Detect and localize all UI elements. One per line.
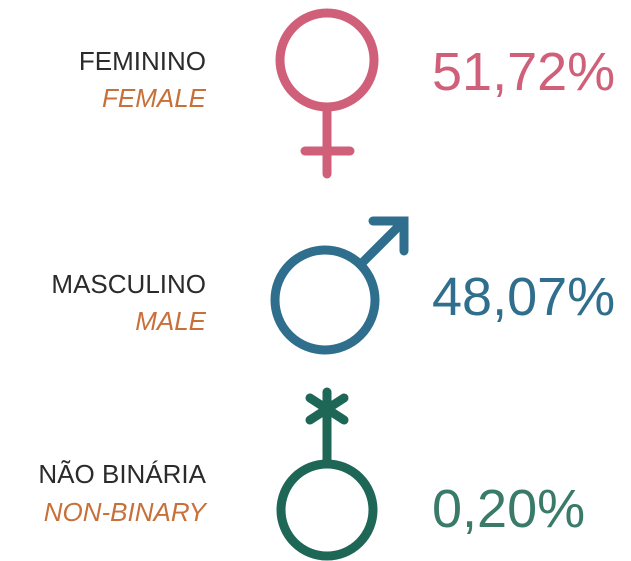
label: FEMININO	[79, 46, 206, 76]
label-en: NON-BINARY	[44, 497, 208, 527]
label: NÃO BINÁRIA	[38, 459, 206, 489]
percent: 48,07%	[432, 267, 615, 327]
label-en: FEMALE	[102, 83, 207, 113]
label: MASCULINO	[51, 269, 206, 299]
percent: 51,72%	[432, 42, 615, 102]
male-icon	[270, 216, 409, 355]
percent: 0,20%	[432, 479, 585, 539]
label-en: MALE	[135, 306, 206, 336]
female-icon	[275, 8, 379, 179]
non-binary-icon	[276, 387, 378, 561]
